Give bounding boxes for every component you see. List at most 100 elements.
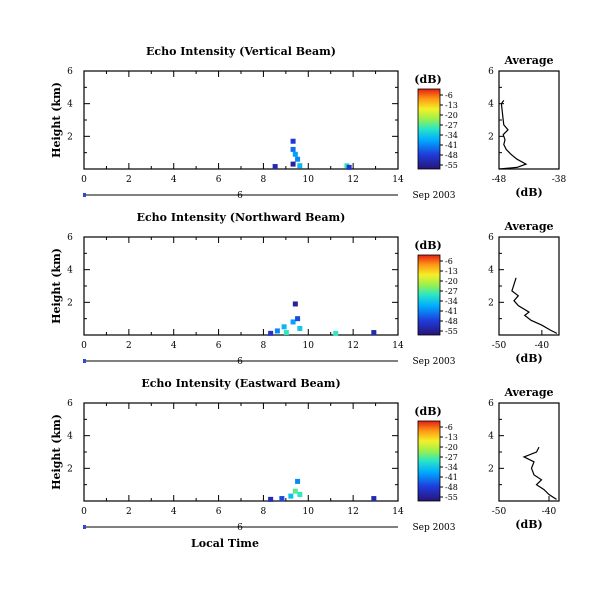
average-profile-line [511,277,558,334]
average-y-tick-label: 2 [488,298,494,308]
colorbar-label: (dB) [414,239,441,252]
average-x-tick-label: -50 [492,507,507,517]
colorbar-tick-label: -20 [445,443,458,452]
echo-cell [292,301,298,307]
x-tick-label: 4 [171,507,177,517]
echo-cell [297,163,303,169]
echo-cell [283,330,289,336]
date-label: Sep 2003 [412,523,455,533]
day-marker [83,193,86,197]
echo-cell [281,324,287,330]
average-frame [498,70,560,170]
colorbar [417,420,441,502]
x-tick-label: 8 [261,341,267,351]
colorbar-label: (dB) [414,73,441,86]
y-axis-label: Height (km) [50,82,63,158]
colorbar-tick-label: -13 [445,267,458,276]
echo-cell [292,151,298,157]
colorbar-tick-label: -48 [445,317,458,326]
day-label: 6 [237,191,243,201]
colorbar-tick-label: -27 [445,287,458,296]
echo-cell [371,496,377,502]
average-y-tick-label: 6 [488,67,494,77]
x-tick-label: 14 [392,175,404,185]
echo-cell [274,328,280,334]
echo-cell [333,330,339,336]
day-marker [83,359,86,363]
x-tick-label: 2 [126,341,132,351]
x-tick-label: 4 [171,341,177,351]
y-tick-label: 2 [67,298,73,308]
colorbar-tick-label: -34 [445,297,458,306]
y-tick-label: 4 [67,266,73,276]
colorbar-tick-label: -20 [445,111,458,120]
y-tick-label: 2 [67,464,73,474]
colorbar-tick-label: -55 [445,327,458,336]
echo-cell [295,316,301,322]
echo-cell [297,491,303,497]
y-axis-label: Height (km) [50,414,63,490]
colorbar-tick-label: -41 [445,473,458,482]
average-x-tick-label: -40 [535,341,550,351]
x-tick-label: 0 [81,341,87,351]
colorbar-tick-label: -55 [445,161,458,170]
x-tick-label: 12 [347,507,358,517]
echo-cell [268,496,274,502]
x-tick-label: 2 [126,507,132,517]
x-tick-label: 6 [216,507,222,517]
y-tick-label: 6 [67,399,73,409]
x-tick-label: 0 [81,507,87,517]
colorbar-tick-label: -20 [445,277,458,286]
y-tick-label: 6 [67,67,73,77]
colorbar-tick-label: -41 [445,307,458,316]
panel-title: Echo Intensity (Eastward Beam) [141,377,340,390]
x-tick-label: 0 [81,175,87,185]
y-tick-label: 4 [67,432,73,442]
y-tick-label: 4 [67,100,73,110]
colorbar-tick-label: -34 [445,131,458,140]
echo-cell [272,164,278,170]
panel-1: Echo Intensity (Vertical Beam) Height (km… [50,45,567,201]
x-tick-label: 10 [303,341,315,351]
average-x-label: (dB) [515,352,542,365]
y-tick-label: 2 [67,132,73,142]
day-label: 6 [237,357,243,367]
average-x-tick-label: -40 [542,507,557,517]
average-frame [498,402,560,502]
x-tick-label: 12 [347,341,358,351]
average-x-label: (dB) [515,186,542,199]
panel-title: Echo Intensity (Vertical Beam) [146,45,336,58]
echo-cell [290,161,296,167]
colorbar-label: (dB) [414,405,441,418]
x-tick-label: 8 [261,507,267,517]
x-tick-label: 14 [392,341,404,351]
average-y-tick-label: 6 [488,399,494,409]
colorbar-tick-label: -13 [445,433,458,442]
panel-3: Echo Intensity (Eastward Beam) Height (km… [50,377,560,550]
date-label: Sep 2003 [412,357,455,367]
colorbar-tick-label: -6 [445,423,453,432]
panel-2: Echo Intensity (Northward Beam) Height (k… [50,211,560,367]
plot-frame [83,402,399,502]
x-tick-label: 10 [303,507,315,517]
echo-cell [346,164,352,170]
colorbar [417,88,441,170]
colorbar-tick-label: -27 [445,453,458,462]
average-x-tick-label: -38 [552,175,567,185]
echo-cell [268,330,274,336]
average-title: Average [503,54,553,67]
echo-cell [371,330,377,336]
average-title: Average [503,386,553,399]
x-tick-label: 2 [126,175,132,185]
x-tick-label: 6 [216,175,222,185]
x-tick-label: 6 [216,341,222,351]
x-tick-label: 10 [303,175,315,185]
average-y-tick-label: 2 [488,464,494,474]
colorbar-tick-label: -13 [445,101,458,110]
echo-cell [297,325,303,331]
average-x-tick-label: -50 [492,341,507,351]
colorbar-tick-label: -6 [445,91,453,100]
colorbar-tick-label: -6 [445,257,453,266]
date-label: Sep 2003 [412,191,455,201]
